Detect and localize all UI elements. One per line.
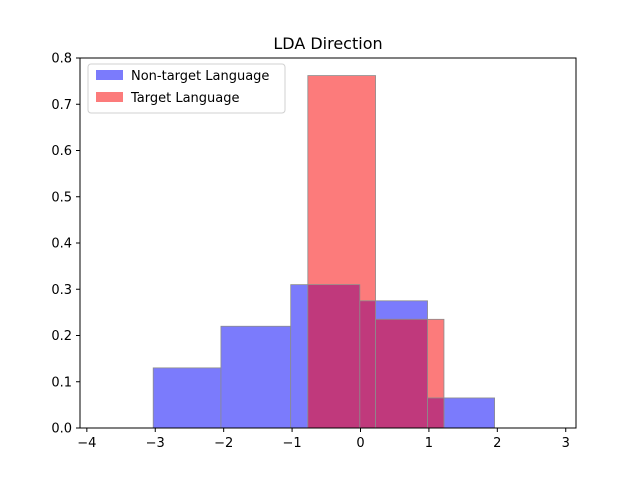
y-tick-label: 0.6: [51, 144, 72, 159]
y-tick-label: 0.2: [51, 329, 72, 344]
overlap-t0-n2: [307, 284, 361, 429]
bar-series-0-bin-1: [220, 325, 292, 429]
y-tick-label: 0.1: [51, 375, 72, 390]
x-tick-label: −3: [146, 436, 165, 451]
y-tick-label: 0.5: [51, 190, 72, 205]
legend-frame: [87, 63, 286, 114]
y-tick-label: 0.8: [51, 52, 72, 67]
overlap-t1-n4: [427, 397, 445, 429]
x-tick-label: 3: [562, 436, 570, 451]
chart-title: LDA Direction: [273, 34, 382, 53]
x-tick-label: 0: [356, 436, 364, 451]
y-tick-label: 0.4: [51, 237, 72, 252]
legend-swatch-target-language: [96, 92, 123, 102]
series-layer: [152, 75, 495, 429]
y-tick-label: 0.7: [51, 98, 72, 113]
overlap-layer: [307, 284, 445, 429]
axes-layer: −4 −3 −2 −1 0 1 2 3 0.0 0.1 0.2 0.3 0.4 0.5 0.6 0.7 0.8: [51, 52, 577, 451]
x-tick-label: −2: [214, 436, 233, 451]
legend: Non-target Language Target Language: [87, 63, 286, 114]
y-tick-label: 0.0: [51, 422, 72, 437]
overlap-t0-n3: [359, 300, 376, 429]
legend-label-non-target-language: Non-target Language: [131, 69, 269, 84]
x-tick-label: 1: [425, 436, 433, 451]
bar-series-0-bin-0: [152, 367, 222, 429]
legend-swatch-non-target-language: [96, 70, 123, 80]
x-tick-label: −4: [77, 436, 96, 451]
x-tick-label: 2: [493, 436, 501, 451]
x-tick-label: −1: [282, 436, 301, 451]
overlap-t1-n3: [375, 318, 428, 429]
legend-label-target-language: Target Language: [130, 91, 240, 106]
y-tick-label: 0.3: [51, 283, 72, 298]
